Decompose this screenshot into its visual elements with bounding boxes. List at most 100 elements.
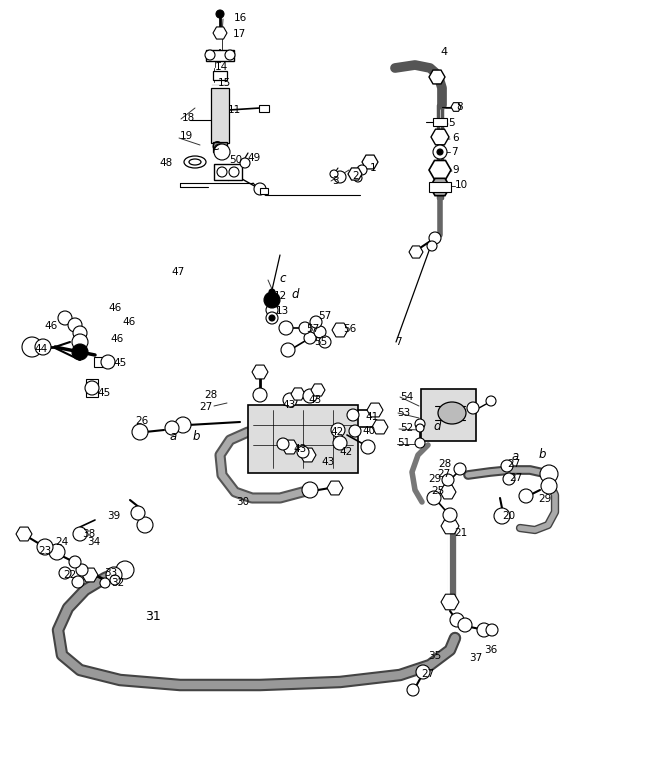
Text: 4: 4: [440, 47, 447, 57]
Circle shape: [279, 321, 293, 335]
Circle shape: [214, 144, 226, 156]
Circle shape: [106, 567, 122, 583]
Circle shape: [175, 417, 191, 433]
Text: 27: 27: [421, 669, 434, 679]
Circle shape: [132, 424, 148, 440]
Circle shape: [110, 575, 120, 585]
Text: 32: 32: [111, 578, 124, 588]
Text: c: c: [279, 272, 286, 285]
Circle shape: [540, 465, 558, 483]
Text: 38: 38: [82, 529, 95, 539]
Circle shape: [137, 517, 153, 533]
Circle shape: [22, 337, 42, 357]
Polygon shape: [441, 518, 459, 534]
Ellipse shape: [189, 159, 201, 165]
Polygon shape: [409, 246, 423, 258]
Text: b: b: [193, 430, 201, 442]
Circle shape: [229, 167, 239, 177]
Circle shape: [302, 482, 318, 498]
Circle shape: [269, 289, 275, 295]
Circle shape: [354, 174, 362, 182]
Text: 43: 43: [308, 395, 321, 405]
Circle shape: [415, 438, 425, 448]
Text: 15: 15: [218, 78, 231, 88]
Text: 49: 49: [247, 153, 261, 163]
Text: 6: 6: [452, 133, 459, 143]
Text: 47: 47: [171, 267, 184, 277]
Circle shape: [319, 336, 331, 348]
Circle shape: [37, 539, 53, 555]
Bar: [433, 118, 447, 126]
Polygon shape: [429, 70, 445, 84]
Polygon shape: [429, 160, 451, 180]
Text: 43: 43: [321, 457, 334, 467]
Circle shape: [519, 489, 533, 503]
Circle shape: [334, 171, 346, 183]
Bar: [260, 188, 268, 194]
Circle shape: [72, 576, 84, 588]
Circle shape: [415, 419, 425, 429]
Text: 44: 44: [34, 344, 47, 354]
Text: 10: 10: [455, 180, 468, 190]
Circle shape: [310, 316, 322, 328]
Bar: [429, 182, 451, 192]
Bar: [248, 405, 358, 473]
Circle shape: [541, 478, 557, 494]
Text: 46: 46: [122, 317, 136, 327]
Circle shape: [73, 326, 87, 340]
Polygon shape: [431, 129, 449, 145]
Text: 5: 5: [448, 118, 455, 128]
Circle shape: [264, 292, 280, 308]
Circle shape: [69, 556, 81, 568]
Text: 3: 3: [332, 176, 339, 186]
Text: 40: 40: [362, 426, 375, 436]
Polygon shape: [252, 365, 268, 379]
Text: 52: 52: [400, 423, 413, 433]
Circle shape: [269, 315, 275, 321]
Circle shape: [58, 311, 72, 325]
Circle shape: [49, 544, 65, 560]
Bar: [211, 87, 229, 143]
Polygon shape: [16, 527, 32, 541]
Text: 48: 48: [159, 158, 172, 168]
Text: 21: 21: [454, 528, 467, 538]
Text: 28: 28: [438, 459, 451, 469]
Bar: [420, 389, 476, 441]
Circle shape: [283, 393, 297, 407]
Circle shape: [458, 618, 472, 632]
Polygon shape: [213, 27, 227, 39]
Text: 45: 45: [113, 358, 126, 368]
Circle shape: [486, 396, 496, 406]
Circle shape: [281, 343, 295, 357]
Text: 25: 25: [431, 486, 444, 496]
Text: 12: 12: [274, 291, 288, 301]
Circle shape: [450, 613, 464, 627]
Circle shape: [253, 388, 267, 402]
Bar: [206, 49, 234, 61]
Circle shape: [297, 446, 309, 458]
Circle shape: [116, 561, 134, 579]
Circle shape: [467, 402, 479, 414]
Circle shape: [427, 491, 441, 505]
Bar: [213, 142, 227, 152]
Text: 8: 8: [456, 102, 463, 112]
Polygon shape: [440, 485, 456, 499]
Text: 29: 29: [538, 494, 551, 504]
Circle shape: [216, 10, 224, 18]
Text: d: d: [291, 288, 299, 301]
Ellipse shape: [438, 402, 466, 424]
Circle shape: [217, 167, 227, 177]
Polygon shape: [282, 440, 298, 454]
Circle shape: [72, 334, 88, 350]
Bar: [213, 71, 227, 80]
Circle shape: [503, 473, 515, 485]
Text: 26: 26: [135, 416, 148, 426]
Text: a: a: [512, 449, 519, 462]
Circle shape: [437, 149, 443, 155]
Text: 54: 54: [400, 392, 413, 402]
Circle shape: [477, 623, 491, 637]
Bar: [94, 357, 112, 367]
Text: 18: 18: [182, 113, 195, 123]
Text: 30: 30: [236, 497, 249, 507]
Circle shape: [101, 355, 115, 369]
